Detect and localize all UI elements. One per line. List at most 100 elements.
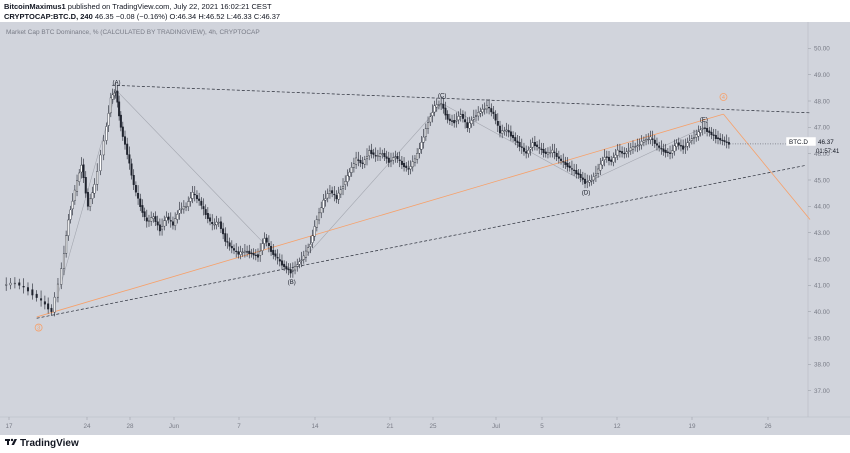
candle-body — [342, 186, 345, 189]
candles — [5, 83, 730, 317]
candle-body — [594, 173, 597, 176]
candle-body — [174, 218, 177, 226]
candle-body — [618, 150, 621, 153]
candle-body — [464, 119, 467, 123]
candle-body — [577, 172, 580, 175]
chart-area[interactable]: 37.00 38.00 39.00 40.00 41.00 42.00 43.00 44.00… — [0, 22, 850, 435]
candle-body — [368, 150, 371, 157]
candle-body — [96, 171, 99, 185]
candle-body — [348, 171, 351, 177]
candle-body — [638, 144, 641, 146]
author-name[interactable]: BitcoinMaximus1 — [4, 2, 66, 11]
candle-body — [230, 246, 233, 249]
candle-body — [53, 296, 56, 313]
candle-body — [616, 149, 619, 156]
candle-body — [263, 238, 266, 244]
candle-body — [603, 157, 606, 160]
candle-body — [320, 207, 323, 214]
candle-body — [658, 145, 661, 148]
candle-body — [352, 163, 355, 168]
candle-body — [488, 107, 491, 109]
candle-body — [333, 193, 336, 196]
candle-body — [627, 150, 630, 152]
wave-circle — [719, 93, 728, 101]
x-axis[interactable]: 17 24 28 Jun 7 14 21 25 Jul 5 12 19 26 — [0, 416, 850, 430]
candle-body — [47, 303, 50, 310]
x-tick-label: 28 — [126, 423, 134, 430]
y-tick-label: 40.00 — [814, 309, 830, 316]
tradingview-logo[interactable]: TradingView — [5, 438, 79, 449]
candle-body — [442, 103, 445, 109]
y-tick-label: 41.00 — [814, 283, 830, 290]
candle-body — [413, 158, 416, 163]
candle-body — [171, 221, 174, 226]
candle-body — [158, 224, 161, 232]
chart-background — [0, 22, 850, 435]
candle-body — [407, 168, 410, 170]
candle-body — [466, 122, 469, 129]
candle-body — [300, 259, 303, 261]
candle-body — [420, 141, 423, 150]
brand-name: TradingView — [20, 438, 79, 449]
close-value: C:46.37 — [253, 12, 281, 21]
candle-body — [409, 166, 412, 170]
candle-body — [256, 254, 259, 258]
candle-body — [588, 180, 591, 183]
candle-body — [278, 259, 281, 262]
candle-body — [666, 151, 669, 153]
candle-body — [239, 251, 242, 255]
candle-body — [505, 129, 508, 132]
candle-body — [470, 120, 473, 125]
candle-body — [455, 120, 458, 122]
candle-body — [389, 160, 392, 162]
y-tick-label: 50.00 — [814, 46, 830, 53]
candle-body — [86, 192, 89, 207]
candle-body — [169, 220, 172, 222]
candle-body — [270, 246, 273, 252]
candle-body — [363, 159, 366, 165]
candle-body — [612, 157, 615, 163]
candle-body — [531, 142, 534, 148]
candle-body — [564, 161, 567, 165]
x-tick-label: 26 — [764, 423, 772, 430]
candle-body — [84, 177, 87, 194]
candle-body — [161, 226, 164, 230]
price-tag-symbol: BTC.D — [789, 139, 808, 146]
candle-body — [560, 158, 563, 161]
candle-body — [243, 250, 246, 253]
candle-body — [366, 156, 369, 160]
candle-body — [267, 243, 270, 246]
candle-body — [71, 200, 74, 210]
candle-body — [165, 217, 168, 221]
y-axis[interactable]: 37.00 38.00 39.00 40.00 41.00 42.00 43.00 44.00… — [807, 22, 830, 417]
candle-body — [156, 221, 159, 226]
candle-body — [113, 92, 116, 96]
candle-body — [265, 237, 268, 243]
candle-body — [498, 125, 501, 134]
candle-body — [494, 113, 497, 121]
candle-body — [200, 200, 203, 206]
candle-body — [614, 154, 617, 158]
candle-body — [440, 103, 443, 105]
candle-body — [712, 134, 715, 136]
wave-circle — [34, 323, 43, 332]
candle-body — [26, 287, 29, 292]
wave-label: (B) — [288, 280, 296, 286]
candle-body — [337, 192, 340, 200]
candle-body — [118, 101, 121, 117]
candle-body — [109, 97, 112, 114]
lower-trendline — [36, 165, 806, 319]
candle-body — [472, 117, 475, 120]
candle-body — [451, 120, 454, 122]
candle-body — [62, 253, 65, 269]
chart-svg[interactable]: 37.00 38.00 39.00 40.00 41.00 42.00 43.00 44.00… — [0, 22, 850, 435]
candle-body — [557, 156, 560, 159]
candle-body — [424, 128, 427, 137]
candle-body — [78, 172, 81, 182]
candle-body — [396, 156, 399, 160]
candle-body — [542, 149, 545, 154]
candle-body — [111, 94, 114, 100]
candle-body — [697, 131, 700, 137]
candle-body — [664, 149, 667, 154]
chart-title: Market Cap BTC Dominance, % (CALCULATED … — [6, 29, 260, 36]
